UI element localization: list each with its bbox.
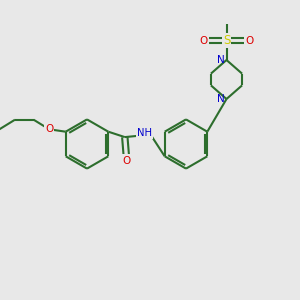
Text: O: O: [122, 155, 130, 166]
Text: O: O: [45, 124, 53, 134]
Text: O: O: [199, 35, 208, 46]
Text: NH: NH: [137, 128, 152, 138]
Text: S: S: [223, 34, 230, 47]
Text: O: O: [245, 35, 254, 46]
Text: N: N: [217, 94, 225, 104]
Text: N: N: [217, 55, 225, 65]
